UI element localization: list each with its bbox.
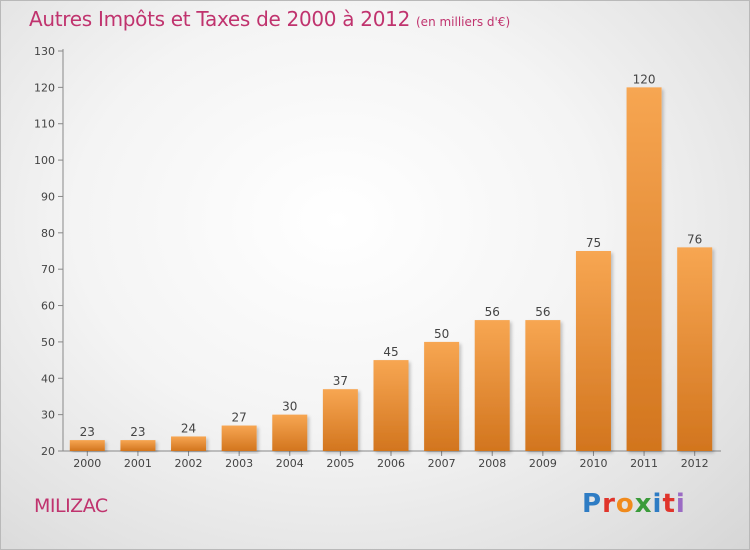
bar-value-label: 50 <box>434 327 449 341</box>
bar-value-label: 23 <box>80 425 95 439</box>
x-tick-label: 2012 <box>681 457 709 470</box>
bar-value-label: 75 <box>586 236 601 250</box>
x-tick-label: 2006 <box>377 457 405 470</box>
logo-letter: i <box>652 489 663 519</box>
x-tick-label: 2000 <box>73 457 101 470</box>
x-tick-label: 2002 <box>175 457 203 470</box>
chart-bars <box>69 87 713 451</box>
y-tick-label: 70 <box>41 263 55 276</box>
logo-letter: o <box>615 489 635 519</box>
y-tick-label: 130 <box>34 45 55 58</box>
chart-axes: 20 30 40 50 60 70 80 90 100 110 120 130 2000 2001 2002… <box>34 45 721 470</box>
bar <box>120 440 156 451</box>
x-tick-label: 2007 <box>428 457 456 470</box>
x-tick-label: 2003 <box>225 457 253 470</box>
x-tick-label: 2010 <box>579 457 607 470</box>
bar <box>171 436 207 451</box>
proxiti-logo: Proxiti <box>582 489 686 519</box>
y-tick-label: 120 <box>34 81 55 94</box>
logo-letter: x <box>634 489 653 519</box>
logo-letter: r <box>602 489 616 519</box>
chart-unit-label: (en milliers d'€) <box>416 15 511 29</box>
x-tick-label: 2008 <box>478 457 506 470</box>
x-tick-label: 2011 <box>630 457 658 470</box>
bar-value-label: 76 <box>687 232 702 246</box>
x-tick-label: 2001 <box>124 457 152 470</box>
chart-title: Autres Impôts et Taxes de 2000 à 2012 (en… <box>29 7 510 31</box>
y-tick-label: 60 <box>41 300 55 313</box>
logo-letter: i <box>675 489 686 519</box>
bar-value-label: 56 <box>485 305 500 319</box>
bar-value-label: 30 <box>282 400 297 414</box>
bar <box>474 320 510 451</box>
bar-value-label: 56 <box>535 305 550 319</box>
bar <box>322 389 358 451</box>
bar-value-label: 24 <box>181 421 196 435</box>
bar <box>272 414 308 451</box>
bar <box>626 87 662 451</box>
y-tick-label: 30 <box>41 409 55 422</box>
logo-letter: t <box>662 489 676 519</box>
y-tick-label: 40 <box>41 372 55 385</box>
x-tick-label: 2009 <box>529 457 557 470</box>
bar-value-label: 120 <box>633 72 656 86</box>
bar <box>575 251 611 451</box>
y-tick-label: 100 <box>34 154 55 167</box>
bar <box>69 440 105 451</box>
town-name: MILIZAC <box>34 495 108 517</box>
bar <box>677 247 713 451</box>
chart-title-text: Autres Impôts et Taxes de 2000 à 2012 <box>29 7 410 31</box>
y-tick-label: 20 <box>41 445 55 458</box>
y-tick-label: 90 <box>41 190 55 203</box>
bar-value-label: 23 <box>130 425 145 439</box>
bar <box>424 341 460 451</box>
bar <box>373 360 409 451</box>
chart-data-labels: 23 23 24 27 30 37 45 50 56 56 75 120 76 <box>80 72 703 439</box>
bar-value-label: 37 <box>333 374 348 388</box>
y-tick-label: 80 <box>41 227 55 240</box>
y-tick-label: 110 <box>34 118 55 131</box>
bar <box>525 320 561 451</box>
x-tick-label: 2004 <box>276 457 304 470</box>
bar <box>221 425 257 451</box>
y-tick-label: 50 <box>41 336 55 349</box>
bar-value-label: 45 <box>383 345 398 359</box>
x-tick-label: 2005 <box>326 457 354 470</box>
bar-value-label: 27 <box>232 411 247 425</box>
logo-letter: P <box>582 489 603 519</box>
